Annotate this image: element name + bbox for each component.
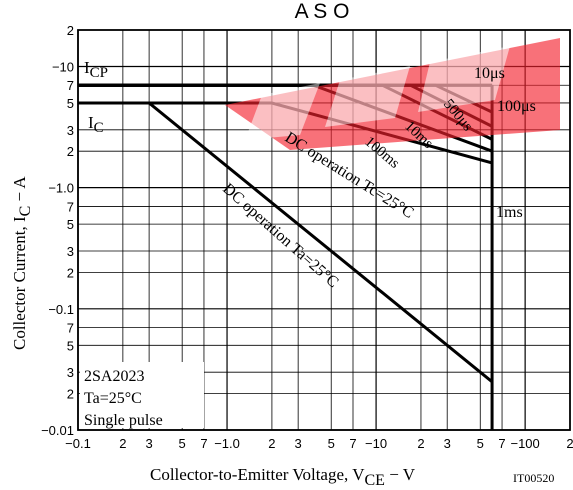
info-box: 2SA2023 Ta=25°C Single pulse [80,362,204,429]
y-tick-label: 3 [67,244,74,259]
info-device: 2SA2023 [84,368,144,385]
x-tick-label: 7 [498,436,505,451]
x-tick-label: 7 [349,436,356,451]
y-tick-label: 3 [67,123,74,138]
y-tick-label: 2 [67,387,74,402]
info-ambient: Ta=25°C [84,390,142,407]
y-axis-label: Collector Current, IC − A [10,176,34,350]
x-tick-label: −1.0 [214,436,240,451]
y-tick-label: −0.1 [48,302,74,317]
plot-frame [77,29,571,431]
100us-label: 100μs [497,98,536,115]
y-tick-label: 7 [67,78,74,93]
1ms-label: 1ms [496,204,523,221]
y-tick-label: 3 [67,365,74,380]
ic-label: IC [88,113,104,136]
y-tick-label: 7 [67,321,74,336]
y-tick-label: −10 [52,59,74,74]
y-tick-label: 2 [67,144,74,159]
x-tick-label: 2 [119,436,126,451]
x-axis-label: Collector-to-Emitter Voltage, VCE − V [150,465,416,489]
y-tick-label: 5 [67,96,74,111]
x-tick-label: 2 [268,436,275,451]
y-tick-label: 7 [67,199,74,214]
x-tick-label: −10 [365,436,387,451]
y-tick-label: −1.0 [48,181,74,196]
x-tick-label: 3 [145,436,152,451]
icp-label: ICP [84,58,108,81]
x-tick-label: 5 [477,436,484,451]
y-tick-label: 5 [67,217,74,232]
y-tick-labels: 2 −10 7 5 3 2 −1.0 7 5 3 2 −0.1 7 5 3 2 −0.01 [41,23,74,438]
chart-title: A S O [295,0,350,23]
x-tick-label: 5 [328,436,335,451]
x-tick-label: 2 [566,436,573,451]
x-tick-label: 5 [179,436,186,451]
10us-label: 10μs [474,65,505,82]
figure-code: IT00520 [513,471,554,485]
x-tick-label: 3 [295,436,302,451]
y-tick-label: 2 [67,23,74,38]
watermark-stamp [225,38,560,150]
y-tick-label: 5 [67,338,74,353]
x-tick-label: 7 [200,436,207,451]
ta-curve-label: DC operation Ta=25°C [219,180,341,291]
x-tick-labels: −0.1 2 3 5 7 −1.0 2 3 5 7 −10 2 3 5 7 −100 2 [65,436,573,451]
y-tick-label: 2 [67,265,74,280]
x-tick-label: −0.1 [65,436,91,451]
info-pulse: Single pulse [84,412,163,429]
x-tick-label: 2 [417,436,424,451]
x-tick-label: 3 [444,436,451,451]
y-tick-label: −0.01 [41,423,74,438]
x-tick-label: −100 [510,436,539,451]
